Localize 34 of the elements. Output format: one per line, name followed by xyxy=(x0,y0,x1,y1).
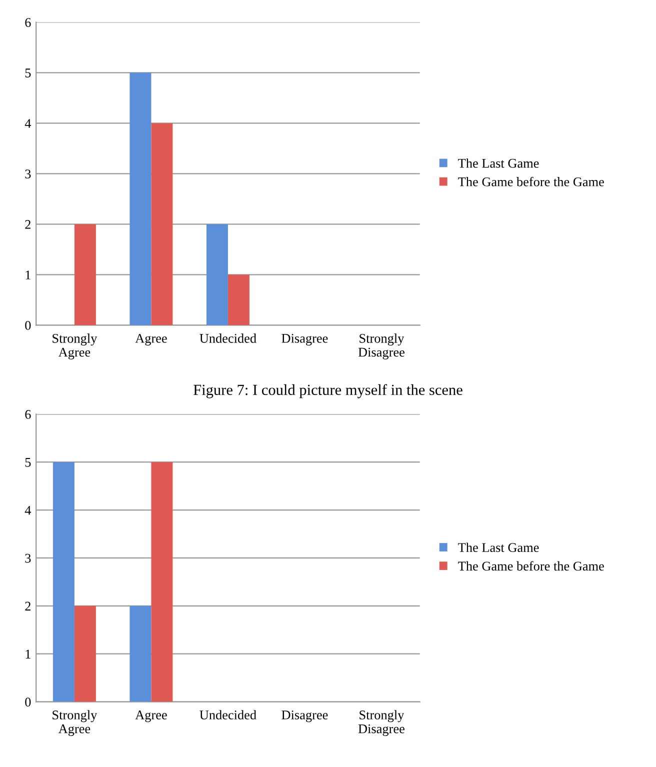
y-tick-label: 4 xyxy=(24,119,32,128)
x-tick-label: Agree xyxy=(135,334,167,346)
x-tick-label: Disagree xyxy=(282,710,328,722)
x-tick-label: Disagree xyxy=(282,334,328,346)
x-tick-label: Undecided xyxy=(200,334,256,343)
bar xyxy=(228,274,250,326)
legend-label: The Last Game xyxy=(458,542,539,552)
bar xyxy=(151,123,173,326)
x-tick-label: Strongly Disagree xyxy=(358,334,404,360)
y-tick-label: 3 xyxy=(25,554,31,563)
legend-label: The Game before the Game xyxy=(458,561,604,571)
y-tick-label: 6 xyxy=(25,410,31,419)
x-tick-label: Undecided xyxy=(200,710,256,720)
x-tick-label: Strongly Agree xyxy=(52,334,98,360)
bar xyxy=(74,224,96,326)
y-tick-label: 0 xyxy=(25,698,31,707)
caption: Figure 7: I could picture myself in the scene xyxy=(194,384,462,398)
legend-label: The Last Game xyxy=(458,158,539,168)
y-tick-label: 5 xyxy=(25,68,31,78)
bar xyxy=(206,224,228,326)
legend-label: The Game before the Game xyxy=(458,176,604,186)
y-tick-label: 2 xyxy=(25,602,30,611)
y-tick-label: 1 xyxy=(26,650,30,658)
y-tick-label: 2 xyxy=(25,220,30,229)
bar xyxy=(130,72,152,326)
x-tick-label: Agree xyxy=(135,710,167,722)
y-tick-label: 6 xyxy=(25,18,31,27)
y-tick-label: 4 xyxy=(24,506,32,515)
y-tick-label: 1 xyxy=(26,270,30,280)
y-tick-label: 3 xyxy=(25,170,31,178)
y-tick-label: 5 xyxy=(25,458,31,467)
x-tick-label: Strongly Agree xyxy=(52,710,98,736)
x-tick-label: Strongly Disagree xyxy=(358,710,404,736)
y-tick-label: 0 xyxy=(25,321,31,330)
